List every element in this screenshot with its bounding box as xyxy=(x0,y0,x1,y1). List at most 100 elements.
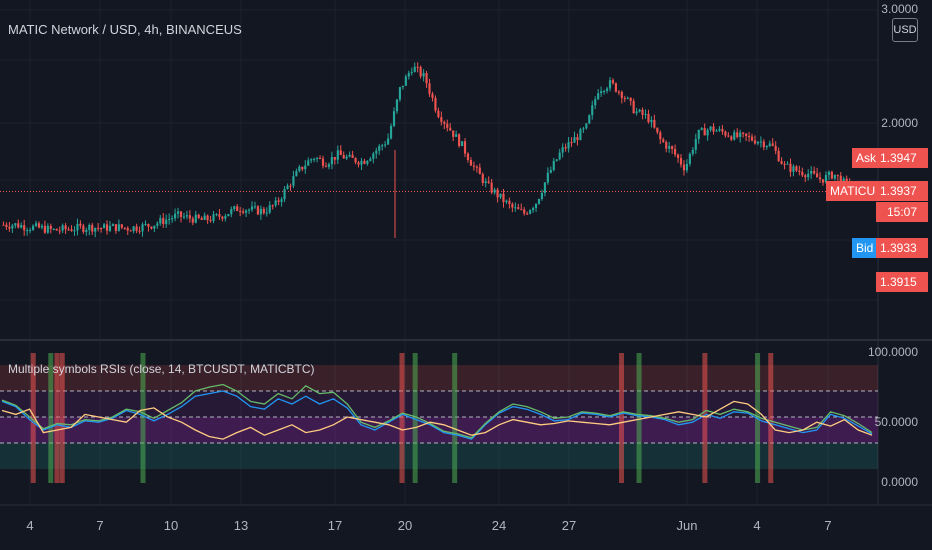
candle-body xyxy=(227,214,230,217)
candle-body xyxy=(700,128,703,130)
candle-body xyxy=(114,224,117,231)
candle-body xyxy=(91,224,94,232)
candle-body xyxy=(434,97,437,111)
indicator-axis-label-0: 0.0000 xyxy=(881,475,918,489)
candle-body xyxy=(789,163,792,172)
candle-body xyxy=(100,228,103,230)
candle-body xyxy=(153,225,156,229)
candle-body xyxy=(64,225,67,230)
indicator-axis-label-50: 50.0000 xyxy=(874,415,918,429)
candle-body xyxy=(810,170,813,174)
candle-body xyxy=(653,119,656,128)
candle-body xyxy=(523,209,526,214)
candle-body xyxy=(452,130,455,137)
candle-body xyxy=(676,154,680,159)
candle-body xyxy=(357,162,360,165)
candle-body xyxy=(679,158,683,165)
candle-body xyxy=(564,147,567,149)
candle-body xyxy=(165,219,168,225)
candle-body xyxy=(428,83,431,94)
candle-body xyxy=(413,66,416,73)
candle-body xyxy=(381,145,384,147)
candle-body xyxy=(162,218,165,225)
candle-body xyxy=(333,157,336,160)
candle-body xyxy=(339,150,342,155)
candle-body xyxy=(626,97,629,99)
candle-body xyxy=(517,207,520,210)
candle-body xyxy=(597,93,600,100)
candle-body xyxy=(318,158,322,160)
candle-body xyxy=(549,170,552,173)
candle-body xyxy=(123,227,126,229)
candle-body xyxy=(585,123,588,129)
candle-body xyxy=(221,216,224,219)
candle-body xyxy=(833,174,836,179)
candle-body xyxy=(472,165,475,167)
candle-body xyxy=(715,130,718,132)
candle-body xyxy=(398,87,402,100)
candle-body xyxy=(298,166,301,172)
candle-body xyxy=(404,76,407,86)
candle-body xyxy=(307,160,310,166)
candle-body xyxy=(455,134,458,137)
candle-body xyxy=(395,99,399,112)
x-tick-jun-7: 7 xyxy=(824,518,832,533)
candle-body xyxy=(174,213,177,219)
bid-label: Bid xyxy=(852,238,878,258)
candle-body xyxy=(588,115,591,124)
candle-body xyxy=(671,146,674,150)
rsi-signal-bar xyxy=(48,353,54,483)
candle-body xyxy=(262,208,265,214)
candle-body xyxy=(481,174,484,184)
candle-body xyxy=(771,143,774,146)
currency-button[interactable]: USD xyxy=(892,18,918,42)
candle-body xyxy=(499,193,502,198)
candle-body xyxy=(830,171,833,179)
candle-body xyxy=(76,223,79,231)
indicator-axis-label-100: 100.0000 xyxy=(867,345,918,359)
candle-body xyxy=(795,166,798,171)
candle-body xyxy=(801,171,804,176)
candle-body xyxy=(493,189,496,193)
candle-body xyxy=(576,137,579,141)
candle-body xyxy=(543,182,546,193)
x-tick-24: 24 xyxy=(491,518,507,533)
candle-body xyxy=(336,150,339,160)
candle-body xyxy=(330,157,333,165)
candle-body xyxy=(730,136,733,140)
candle-body xyxy=(316,158,319,160)
candle-body xyxy=(520,209,523,211)
candle-body xyxy=(508,200,511,204)
candle-body xyxy=(49,225,52,230)
candle-body xyxy=(635,111,638,114)
candle-body xyxy=(724,131,727,136)
candle-body xyxy=(233,206,236,210)
candle-body xyxy=(327,164,331,167)
symbol-price-value: 1.3937 xyxy=(876,181,928,201)
candle-body xyxy=(182,216,186,218)
candle-body xyxy=(762,141,765,148)
candle-body xyxy=(46,225,49,233)
overbought-zone xyxy=(0,365,878,391)
candle-body xyxy=(8,227,11,229)
candle-body xyxy=(171,218,174,220)
candle-body xyxy=(540,192,544,199)
candle-body xyxy=(14,223,17,226)
candle-body xyxy=(348,154,351,157)
candle-body xyxy=(546,172,549,183)
candle-body xyxy=(570,142,573,144)
candle-body xyxy=(845,178,848,182)
rsi-series-line xyxy=(1,390,873,440)
candle-body xyxy=(212,214,215,221)
candle-body xyxy=(105,224,109,231)
price-axis-label-top: 3.0000 xyxy=(881,2,918,16)
candle-body xyxy=(475,166,478,168)
candle-body xyxy=(351,154,354,158)
candle-body xyxy=(313,159,316,161)
candle-body xyxy=(194,214,197,223)
candle-body xyxy=(703,128,706,136)
candle-body xyxy=(804,175,807,178)
candle-body xyxy=(301,166,304,170)
candle-body xyxy=(197,214,200,219)
